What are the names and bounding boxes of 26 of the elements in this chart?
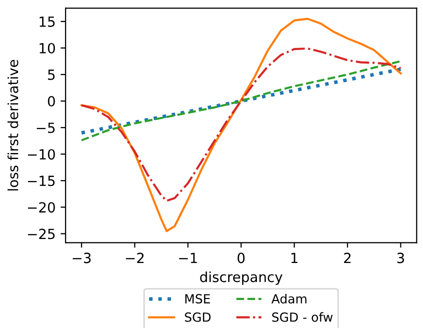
y-tick-label: −20 [28,202,55,213]
y-tick-label: −10 [28,149,55,160]
line-series [80,47,402,202]
legend-label: MSE [185,294,210,304]
x-tick-label: −1 [179,252,197,263]
y-tick-label: 0 [48,96,55,107]
line-series [80,18,402,232]
y-tick-label: 5 [48,70,55,80]
legend-label: SGD - ofw [272,312,333,322]
y-tick-label: 10 [40,42,55,54]
y-tick-label: 15 [40,16,55,27]
x-tick-label: −3 [72,252,91,264]
x-tick-label: 2 [344,252,351,263]
line-series [80,67,402,135]
x-tick-label: 3 [397,252,404,264]
x-tick-label: 1 [291,252,298,263]
x-axis-title: discrepancy [200,271,282,285]
x-tick-label: 0 [238,252,245,264]
line-series [80,60,402,142]
x-tick-label: −2 [126,252,144,263]
legend-label: Adam [271,294,306,304]
y-tick-label: −5 [36,122,55,134]
y-axis-title: loss first derivative [8,60,18,190]
y-tick-label: −25 [28,228,55,240]
y-tick-label: −15 [28,176,55,186]
legend-label: SGD [184,312,211,322]
